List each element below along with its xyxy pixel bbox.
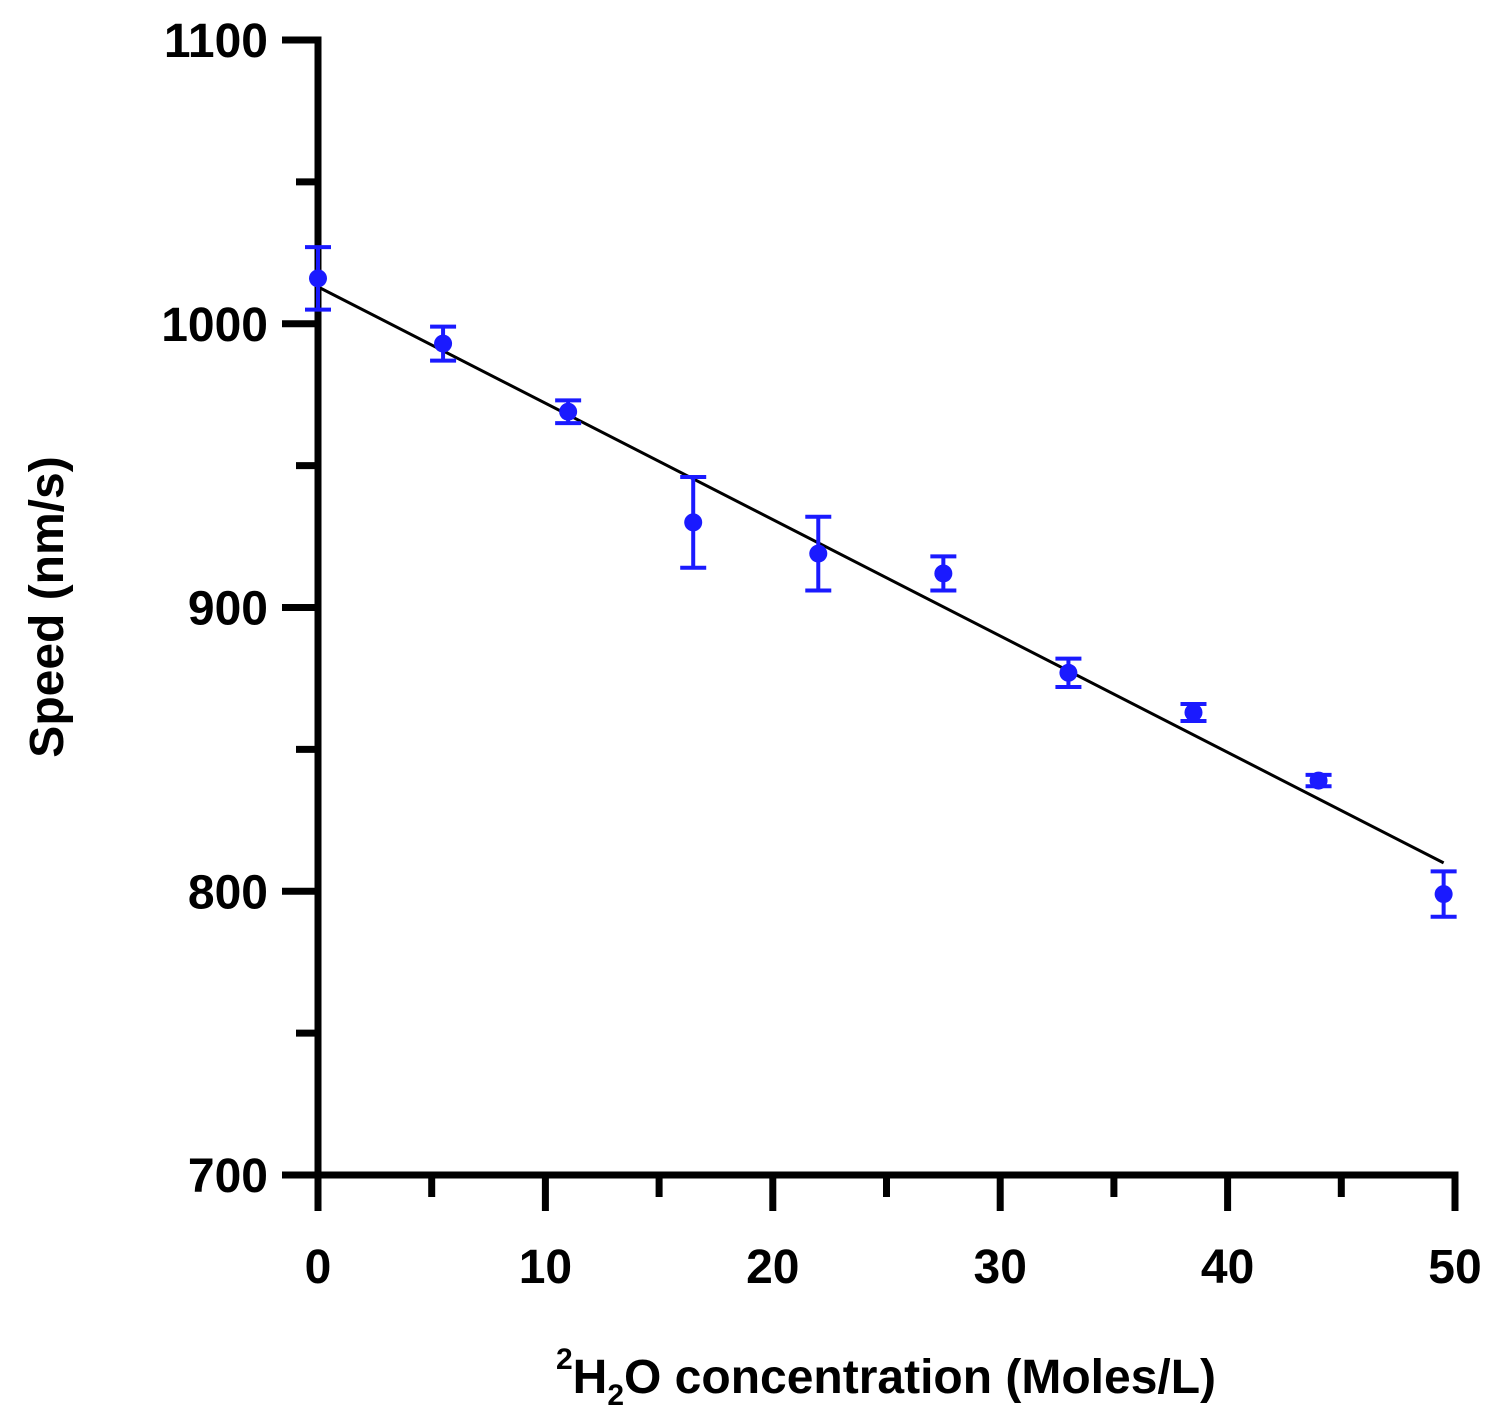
- point-marker: [309, 269, 327, 288]
- data-point: [1430, 869, 1457, 919]
- y-tick-label: 1100: [164, 15, 268, 68]
- axes: [314, 36, 1459, 1179]
- point-marker: [434, 334, 453, 353]
- x-tick-label: 40: [1201, 1241, 1254, 1294]
- x-tick-label: 0: [305, 1241, 332, 1294]
- data-point: [1305, 771, 1332, 790]
- data-point: [805, 514, 832, 593]
- point-marker: [934, 564, 953, 583]
- x-tick-label: 50: [1428, 1241, 1481, 1294]
- y-tick-label: 1000: [161, 299, 268, 352]
- data-point: [1055, 656, 1082, 689]
- data-point: [680, 474, 707, 570]
- x-axis-title: 2H2O concentration (Moles/L): [556, 1343, 1216, 1409]
- point-marker: [1309, 771, 1328, 790]
- data-point: [1180, 701, 1207, 723]
- data-point: [555, 398, 582, 426]
- x-axis-title-superscript: 2: [556, 1343, 573, 1376]
- point-marker: [559, 402, 578, 421]
- axis-ticks: 700 800 900 1000 1100 0 10 20 30 40 50: [161, 15, 1481, 1294]
- fit-line-group: [317, 285, 1445, 865]
- x-axis-title-base: H: [573, 1351, 608, 1404]
- x-tick-label: 10: [519, 1241, 572, 1294]
- x-tick-label: 20: [746, 1241, 799, 1294]
- x-axis-title-subscript: 2: [607, 1379, 624, 1409]
- data-points: [305, 245, 1457, 919]
- point-marker: [1434, 885, 1453, 904]
- y-tick-label: 900: [188, 583, 268, 636]
- x-axis-title-rest: O concentration (Moles/L): [624, 1351, 1216, 1404]
- y-tick-label: 700: [188, 1150, 268, 1203]
- data-point: [430, 324, 457, 363]
- point-marker: [1059, 663, 1078, 682]
- data-point: [305, 245, 331, 312]
- point-marker: [1184, 703, 1203, 722]
- x-tick-label: 30: [974, 1241, 1027, 1294]
- y-tick-label: 800: [188, 866, 268, 919]
- data-point: [930, 554, 957, 593]
- fit-line: [317, 285, 1445, 865]
- point-marker: [809, 544, 828, 563]
- y-axis-title: Speed (nm/s): [21, 456, 74, 757]
- point-marker: [684, 513, 703, 532]
